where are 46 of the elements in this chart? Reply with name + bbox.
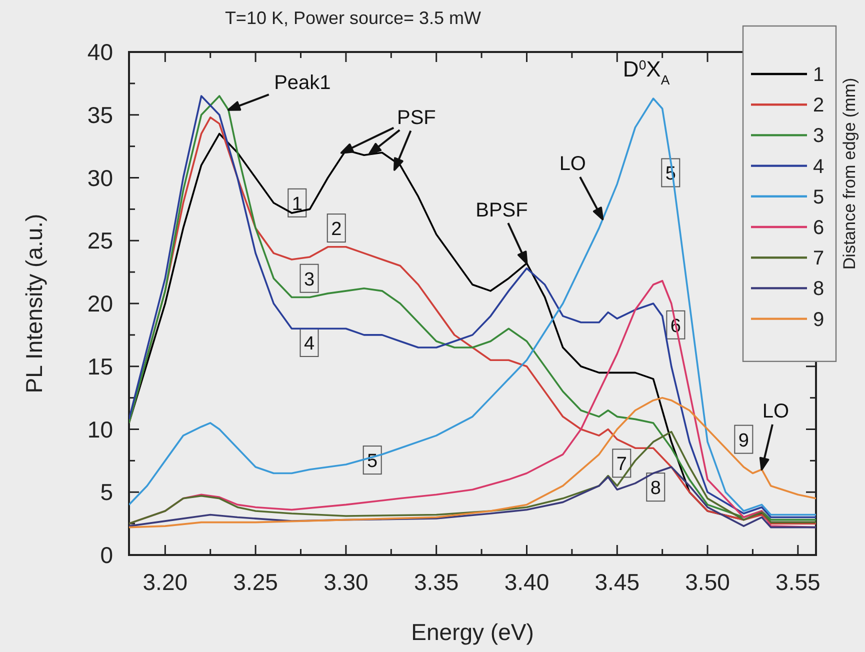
annotation: 9 [738, 430, 749, 452]
legend-label: 3 [813, 125, 824, 148]
legend-label: 7 [813, 248, 824, 270]
y-tick-label: 10 [87, 416, 113, 442]
x-tick-label: 3.30 [324, 569, 368, 595]
annotation: 2 [331, 219, 342, 240]
line-series [129, 396, 816, 528]
annotation: PSF [396, 106, 436, 129]
line-series [129, 430, 816, 524]
annotation: 7 [616, 454, 627, 476]
y-tick-label: 25 [87, 228, 113, 254]
annotation: Peak1 [274, 72, 331, 94]
annotation: LO [559, 153, 586, 176]
annotation: LO [762, 400, 790, 422]
annotation: 1 [292, 194, 302, 215]
legend-label: 9 [813, 308, 824, 331]
annotation: BPSF [476, 199, 528, 222]
annotation: 5 [367, 451, 378, 472]
x-tick-label: 3.25 [233, 569, 278, 595]
legend-title: Distance from edge (mm) [840, 78, 859, 270]
legend-label: 4 [813, 156, 824, 178]
legend-label: 2 [813, 94, 824, 117]
y-tick-label: 20 [87, 290, 113, 316]
x-tick-label: 3.55 [776, 569, 820, 595]
x-tick-label: 3.40 [504, 569, 550, 595]
y-tick-label: 0 [100, 542, 113, 568]
y-tick-label: 30 [87, 164, 113, 191]
legend-label: 1 [813, 64, 824, 86]
annotation: 8 [650, 478, 661, 500]
annotation: 3 [304, 269, 315, 290]
y-tick-label: 5 [100, 479, 113, 506]
annotation: 4 [304, 333, 315, 354]
x-axis-title: Energy (eV) [411, 619, 534, 645]
y-tick-label: 15 [87, 353, 113, 380]
y-axis-title: PL Intensity (a.u.) [21, 214, 47, 394]
x-tick-label: 3.20 [142, 569, 188, 595]
chart-title: T=10 K, Power source= 3.5 mW [224, 8, 482, 28]
legend-label: 8 [813, 278, 824, 300]
legend-label: 5 [813, 186, 824, 208]
x-tick-label: 3.35 [414, 569, 459, 595]
x-tick-label: 3.50 [685, 569, 730, 595]
legend-label: 6 [813, 217, 824, 239]
y-tick-label: 35 [87, 102, 113, 128]
x-tick-label: 3.45 [594, 569, 640, 595]
annotation: D$^{0}$X$_{A}$ [622, 56, 670, 88]
y-tick-label: 40 [87, 39, 113, 65]
